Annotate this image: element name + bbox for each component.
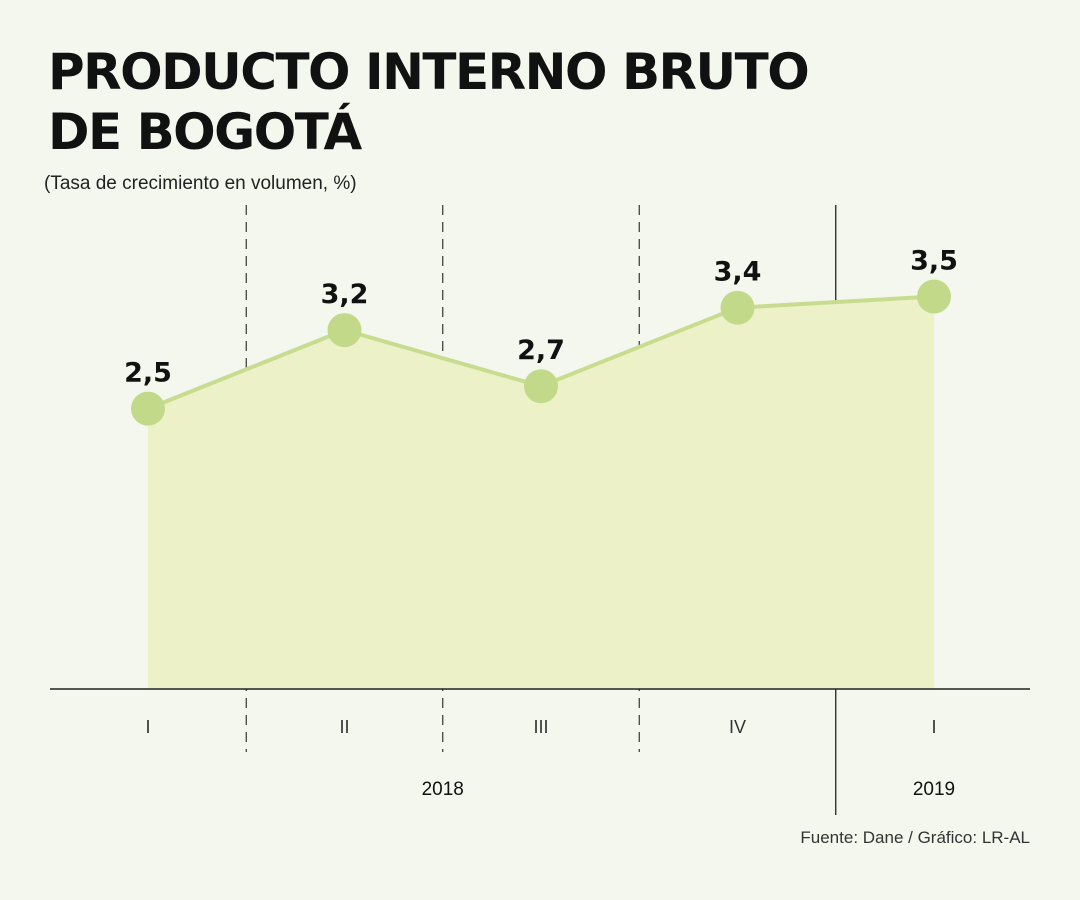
data-points <box>131 279 951 426</box>
quarter-tick-label: I <box>931 717 936 737</box>
data-point <box>131 391 165 426</box>
chart-title-line-1: PRODUCTO INTERNO BRUTO <box>48 43 810 101</box>
data-point <box>917 279 951 314</box>
chart-title-line-2: DE BOGOTÁ <box>48 103 362 161</box>
quarter-tick-label: III <box>533 717 548 737</box>
value-label: 2,5 <box>124 358 172 389</box>
source-note: Fuente: Dane / Gráfico: LR-AL <box>800 828 1030 847</box>
chart-title: PRODUCTO INTERNO BRUTO DE BOGOTÁ <box>48 42 810 162</box>
year-label: 2019 <box>913 779 955 800</box>
data-point <box>327 313 362 348</box>
chart-subtitle: (Tasa de crecimiento en volumen, %) <box>44 173 357 194</box>
growth-area <box>148 296 934 689</box>
value-label: 2,7 <box>517 335 565 366</box>
quarter-tick-label: I <box>145 717 150 737</box>
value-label: 3,4 <box>714 257 762 288</box>
quarter-tick-label: II <box>339 717 349 737</box>
quarter-tick-labels: I II III IV I <box>145 717 936 737</box>
data-point <box>524 369 558 404</box>
data-point <box>720 290 755 325</box>
value-labels: 2,5 3,2 2,7 3,4 3,5 <box>124 245 958 388</box>
value-label: 3,2 <box>321 279 369 310</box>
year-labels: 2018 2019 <box>422 779 956 800</box>
year-label: 2018 <box>422 779 464 800</box>
quarter-tick-label: IV <box>729 717 746 737</box>
value-label: 3,5 <box>910 245 958 276</box>
